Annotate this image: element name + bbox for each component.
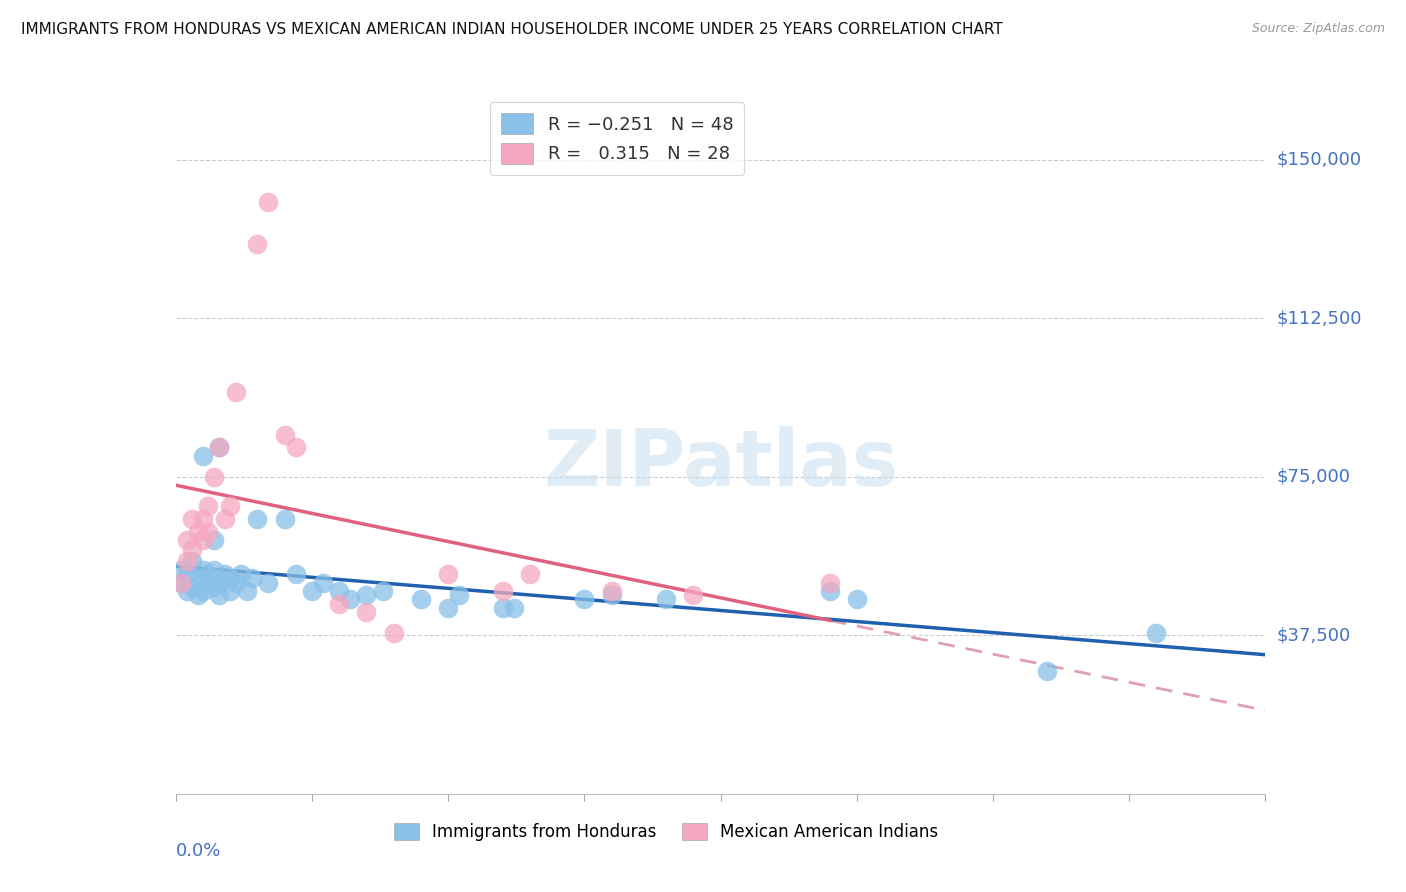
Text: $112,500: $112,500 [1277,310,1362,327]
Point [240,571,263,585]
Point [447,588,470,602]
Point [197,567,219,582]
Point [176,533,198,548]
Point [191,533,214,548]
Point [492,584,515,599]
Point [818,575,841,590]
Point [1144,626,1167,640]
Point [301,584,323,599]
Point [191,584,214,599]
Point [574,592,596,607]
Point [845,592,868,607]
Point [257,195,280,210]
Point [208,575,231,590]
Point [202,563,225,577]
Point [208,588,231,602]
Point [225,385,247,400]
Point [214,512,236,526]
Point [176,584,198,599]
Point [219,500,242,514]
Point [246,237,269,252]
Text: 0.0%: 0.0% [176,842,221,860]
Point [214,567,236,582]
Point [181,512,204,526]
Point [170,563,193,577]
Point [231,567,253,582]
Point [181,541,204,556]
Point [176,554,198,568]
Point [371,584,394,599]
Point [176,567,198,582]
Point [170,575,193,590]
Point [197,500,219,514]
Point [409,592,432,607]
Point [197,575,219,590]
Text: $150,000: $150,000 [1277,151,1361,169]
Point [284,567,307,582]
Point [502,601,524,615]
Point [600,588,623,602]
Point [225,575,247,590]
Point [312,575,335,590]
Point [492,601,515,615]
Point [328,597,350,611]
Point [191,512,214,526]
Point [328,584,350,599]
Point [202,580,225,594]
Point [202,533,225,548]
Point [274,427,297,442]
Point [219,571,242,585]
Point [181,580,204,594]
Text: $75,000: $75,000 [1277,468,1350,486]
Point [202,470,225,484]
Point [186,524,209,539]
Point [382,626,405,640]
Point [284,440,307,454]
Point [186,588,209,602]
Point [191,449,214,463]
Point [519,567,541,582]
Point [356,605,378,619]
Point [181,554,204,568]
Text: ZIPatlas: ZIPatlas [543,426,898,502]
Point [339,592,361,607]
Point [600,584,623,599]
Point [197,524,219,539]
Point [191,563,214,577]
Point [356,588,378,602]
Point [186,571,209,585]
Point [437,601,460,615]
Point [170,575,193,590]
Point [655,592,678,607]
Legend: Immigrants from Honduras, Mexican American Indians: Immigrants from Honduras, Mexican Americ… [387,816,945,847]
Point [682,588,704,602]
Point [437,567,460,582]
Point [219,584,242,599]
Text: $37,500: $37,500 [1277,626,1351,644]
Point [208,440,231,454]
Point [257,575,280,590]
Point [246,512,269,526]
Point [1036,665,1059,679]
Point [818,584,841,599]
Text: IMMIGRANTS FROM HONDURAS VS MEXICAN AMERICAN INDIAN HOUSEHOLDER INCOME UNDER 25 : IMMIGRANTS FROM HONDURAS VS MEXICAN AMER… [21,22,1002,37]
Point [235,584,257,599]
Text: Source: ZipAtlas.com: Source: ZipAtlas.com [1251,22,1385,36]
Point [208,440,231,454]
Point [274,512,297,526]
